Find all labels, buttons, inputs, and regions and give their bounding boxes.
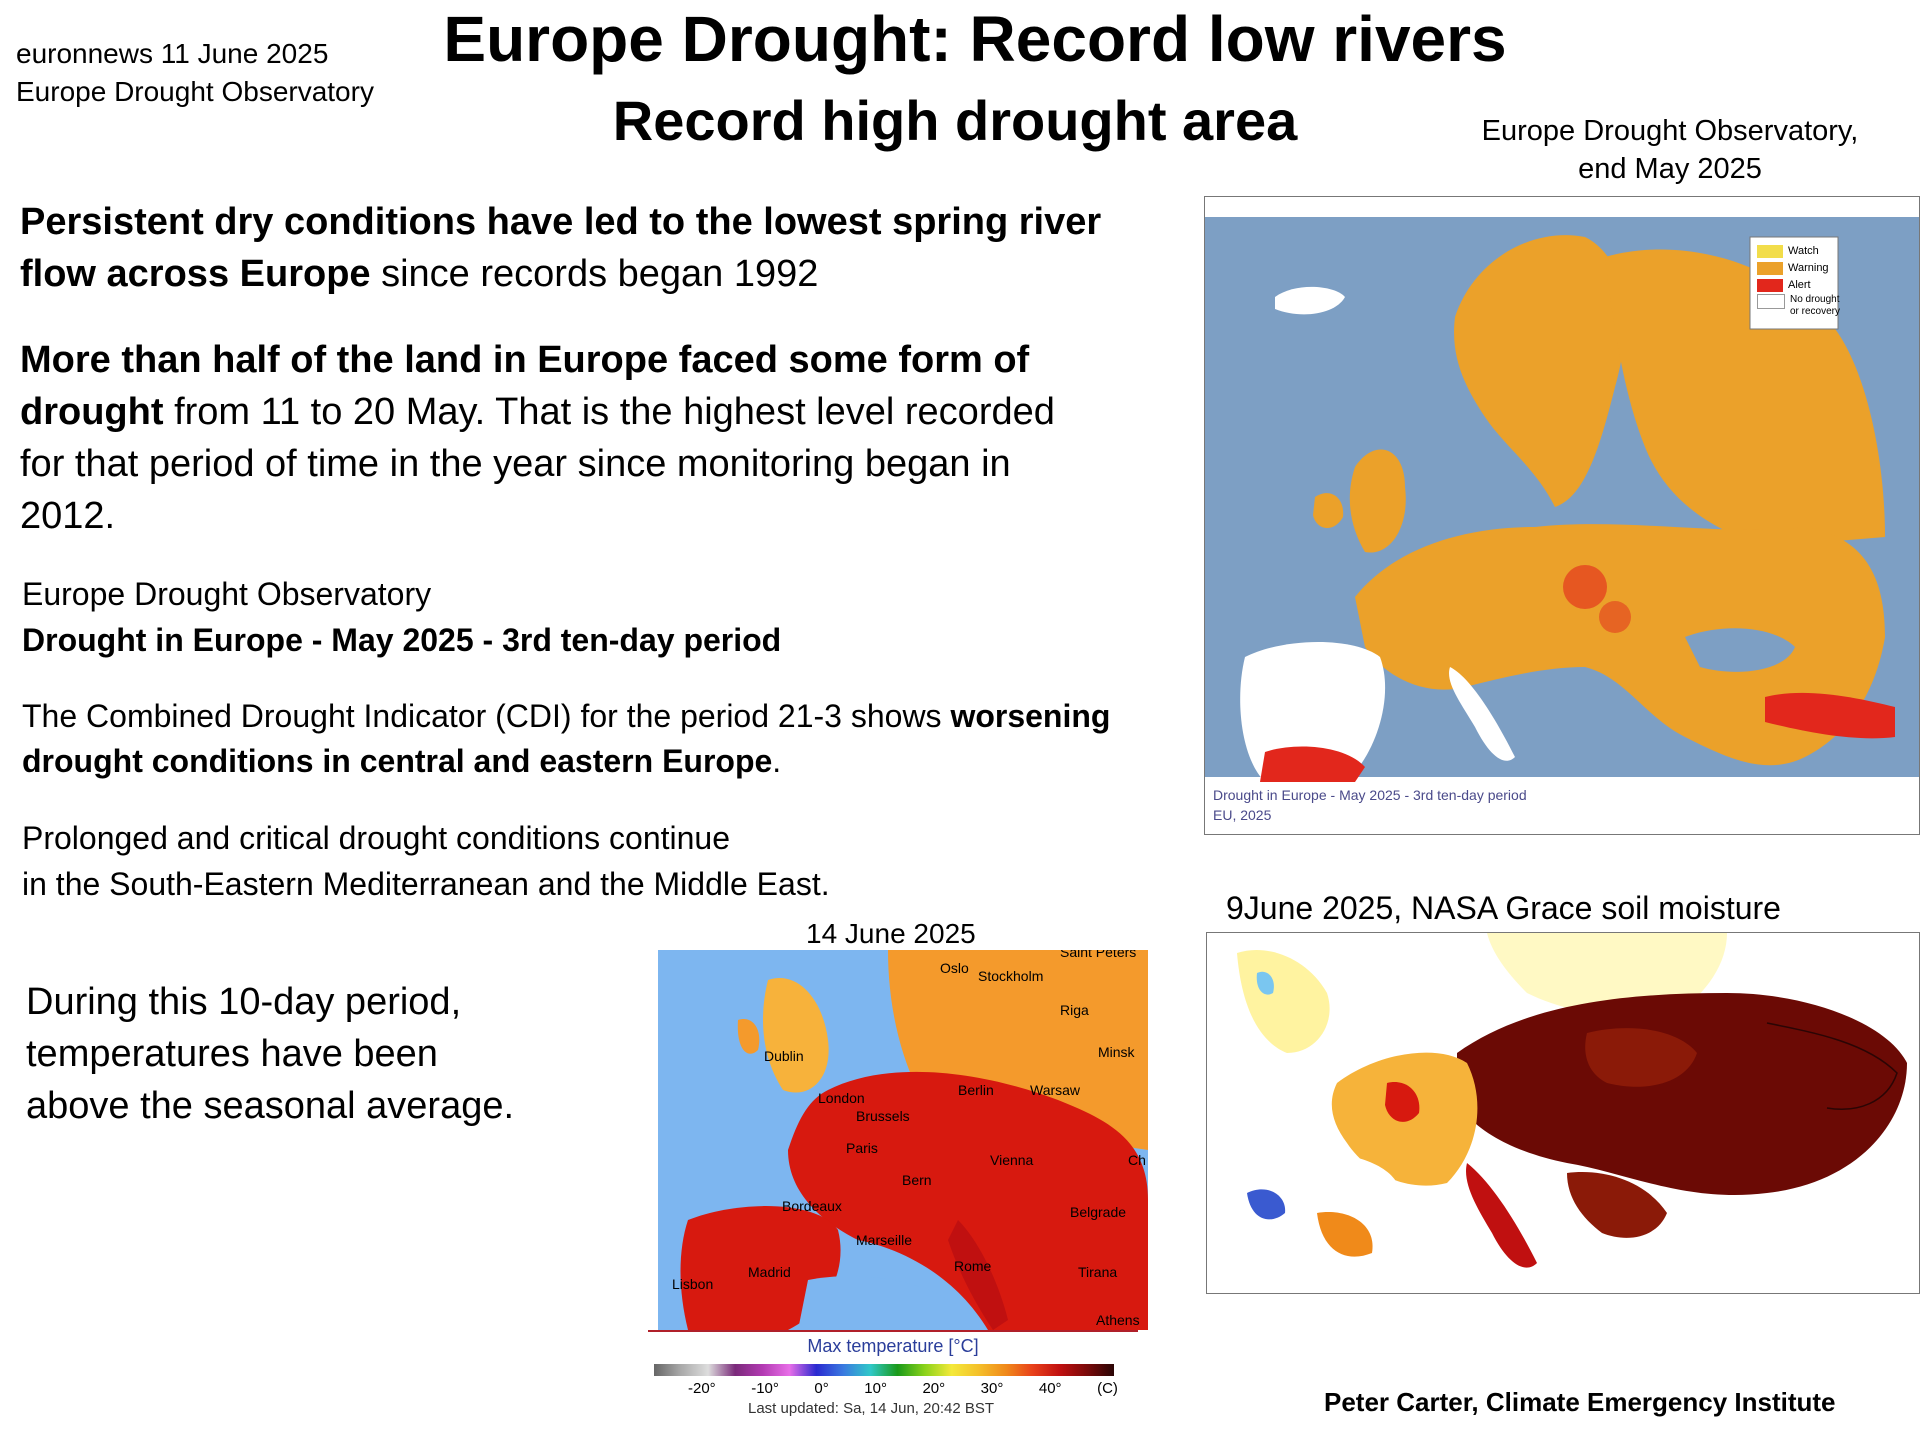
drought-map-panel: Watch Warning Alert No drought or recove… [1204,196,1920,835]
edo-heading-line-2: Drought in Europe - May 2025 - 3rd ten-d… [22,622,782,658]
city-label-vienna: Vienna [990,1152,1034,1168]
city-label-marseille: Marseille [856,1232,913,1248]
drought-area-normal: from 11 to 20 May. That is the highest l… [20,391,1055,537]
temp-scale-title: Max temperature [°C] [807,1336,979,1356]
drought-map-caption: Europe Drought Observatory, end May 2025 [1440,112,1900,188]
legend-label-no-drought: No drought or recovery [1790,294,1841,317]
source-line-1: euronnews 11 June 2025 [16,38,329,69]
city-label-minsk: Minsk [1098,1044,1135,1060]
city-label-tirana: Tirana [1078,1264,1118,1280]
city-label-madrid: Madrid [748,1264,791,1280]
drought-map-caption-line-2: end May 2025 [1578,153,1762,185]
legend-item-warning: Warning [1757,260,1842,277]
river-flow-normal: since records began 1992 [381,253,819,295]
city-label-ch: Ch [1128,1152,1146,1168]
temp-map [680,950,1148,1330]
soil-map-panel [1206,932,1920,1294]
river-flow-paragraph: Persistent dry conditions have led to th… [20,196,1150,300]
page-title: Europe Drought: Record low rivers [443,3,1507,75]
temp-map-panel: Oslo Stockholm Riga Dublin Minsk London … [658,950,1148,1330]
legend-label-alert: Alert [1788,279,1811,291]
city-label-rome: Rome [954,1258,992,1274]
city-label-berlin: Berlin [958,1082,994,1098]
source-line-2: Europe Drought Observatory [16,76,374,107]
temp-scale: Max temperature [°C] -20° -10° 0° 10° 20… [648,1330,1138,1430]
edo-heading-line-1: Europe Drought Observatory [22,576,432,612]
soil-map-caption: 9June 2025, NASA Grace soil moisture [1226,890,1781,926]
legend-item-alert: Alert [1757,277,1842,294]
legend-label-watch: Watch [1788,245,1819,257]
city-label-dublin: Dublin [764,1048,804,1064]
city-label-stockholm: Stockholm [978,968,1044,984]
temperature-note-line-2: temperatures have been [26,1033,438,1075]
drought-map-footer-2: EU, 2025 [1213,807,1272,823]
drought-legend: Watch Warning Alert No drought or recove… [1757,243,1842,318]
city-label-belgrade: Belgrade [1070,1204,1127,1220]
credit: Peter Carter, Climate Emergency Institut… [1324,1387,1836,1417]
temp-tick-0: 0° [814,1380,829,1397]
drought-area-bold: More than half of the land in Europe fac… [20,339,1030,433]
legend-swatch-alert [1757,279,1783,292]
page-subtitle: Record high drought area [612,89,1298,152]
temp-map-date: 14 June 2025 [806,918,976,949]
legend-item-no-drought: No drought or recovery [1757,294,1842,318]
cdi-paragraph: The Combined Drought Indicator (CDI) for… [22,694,1162,784]
temp-tick-minus20: -20° [688,1380,716,1397]
temp-tick-20: 20° [922,1380,946,1397]
legend-swatch-warning [1757,262,1783,275]
temperature-note-line-3: above the seasonal average. [26,1085,515,1127]
city-label-paris: Paris [846,1140,878,1156]
legend-swatch-no-drought [1757,294,1785,309]
drought-map-footer-1: Drought in Europe - May 2025 - 3rd ten-d… [1213,787,1527,803]
drought-area-paragraph: More than half of the land in Europe fac… [20,334,1060,542]
city-label-london: London [818,1090,865,1106]
soil-map [1222,933,1907,1278]
city-label-athens: Athens [1096,1312,1140,1328]
river-flow-bold: Persistent dry conditions have led to th… [20,201,1102,295]
temp-tick-unit: (C) [1097,1380,1118,1397]
cdi-bold: worsening drought conditions in central … [22,698,1111,779]
city-label-saint-peters: Saint Peters [1060,950,1137,960]
temp-scale-ticks: -20° -10° 0° 10° 20° 30° 40° (C) [688,1380,1118,1397]
temp-tick-40: 40° [1038,1380,1062,1397]
drought-map [1205,217,1919,834]
legend-item-watch: Watch [1757,243,1842,260]
cdi-normal: The Combined Drought Indicator (CDI) for… [22,698,942,734]
temp-tick-10: 10° [864,1380,887,1397]
city-label-warsaw: Warsaw [1030,1082,1081,1098]
city-label-riga: Riga [1060,1002,1089,1018]
city-label-oslo: Oslo [940,960,969,976]
temp-tick-minus10: -10° [751,1380,779,1397]
cdi-end: . [772,743,782,779]
temp-scale-divider [648,1330,1138,1332]
city-label-bern: Bern [902,1172,932,1188]
legend-swatch-watch [1757,245,1783,258]
drought-map-caption-line-1: Europe Drought Observatory, [1481,115,1859,147]
city-label-lisbon: Lisbon [672,1276,714,1292]
temperature-note-line-1: During this 10-day period, [26,981,462,1023]
temperature-note: During this 10-day period, temperatures … [26,976,514,1132]
legend-label-warning: Warning [1788,262,1829,274]
temp-tick-30: 30° [980,1380,1004,1397]
prolonged-line-2: in the South-Eastern Mediterranean and t… [22,866,830,902]
city-label-bordeaux: Bordeaux [782,1198,842,1214]
temp-map-updated: Last updated: Sa, 14 Jun, 20:42 BST [748,1400,995,1417]
city-label-brussels: Brussels [856,1108,910,1124]
temp-color-bar [654,1364,1114,1376]
prolonged-line-1: Prolonged and critical drought condition… [22,820,731,856]
